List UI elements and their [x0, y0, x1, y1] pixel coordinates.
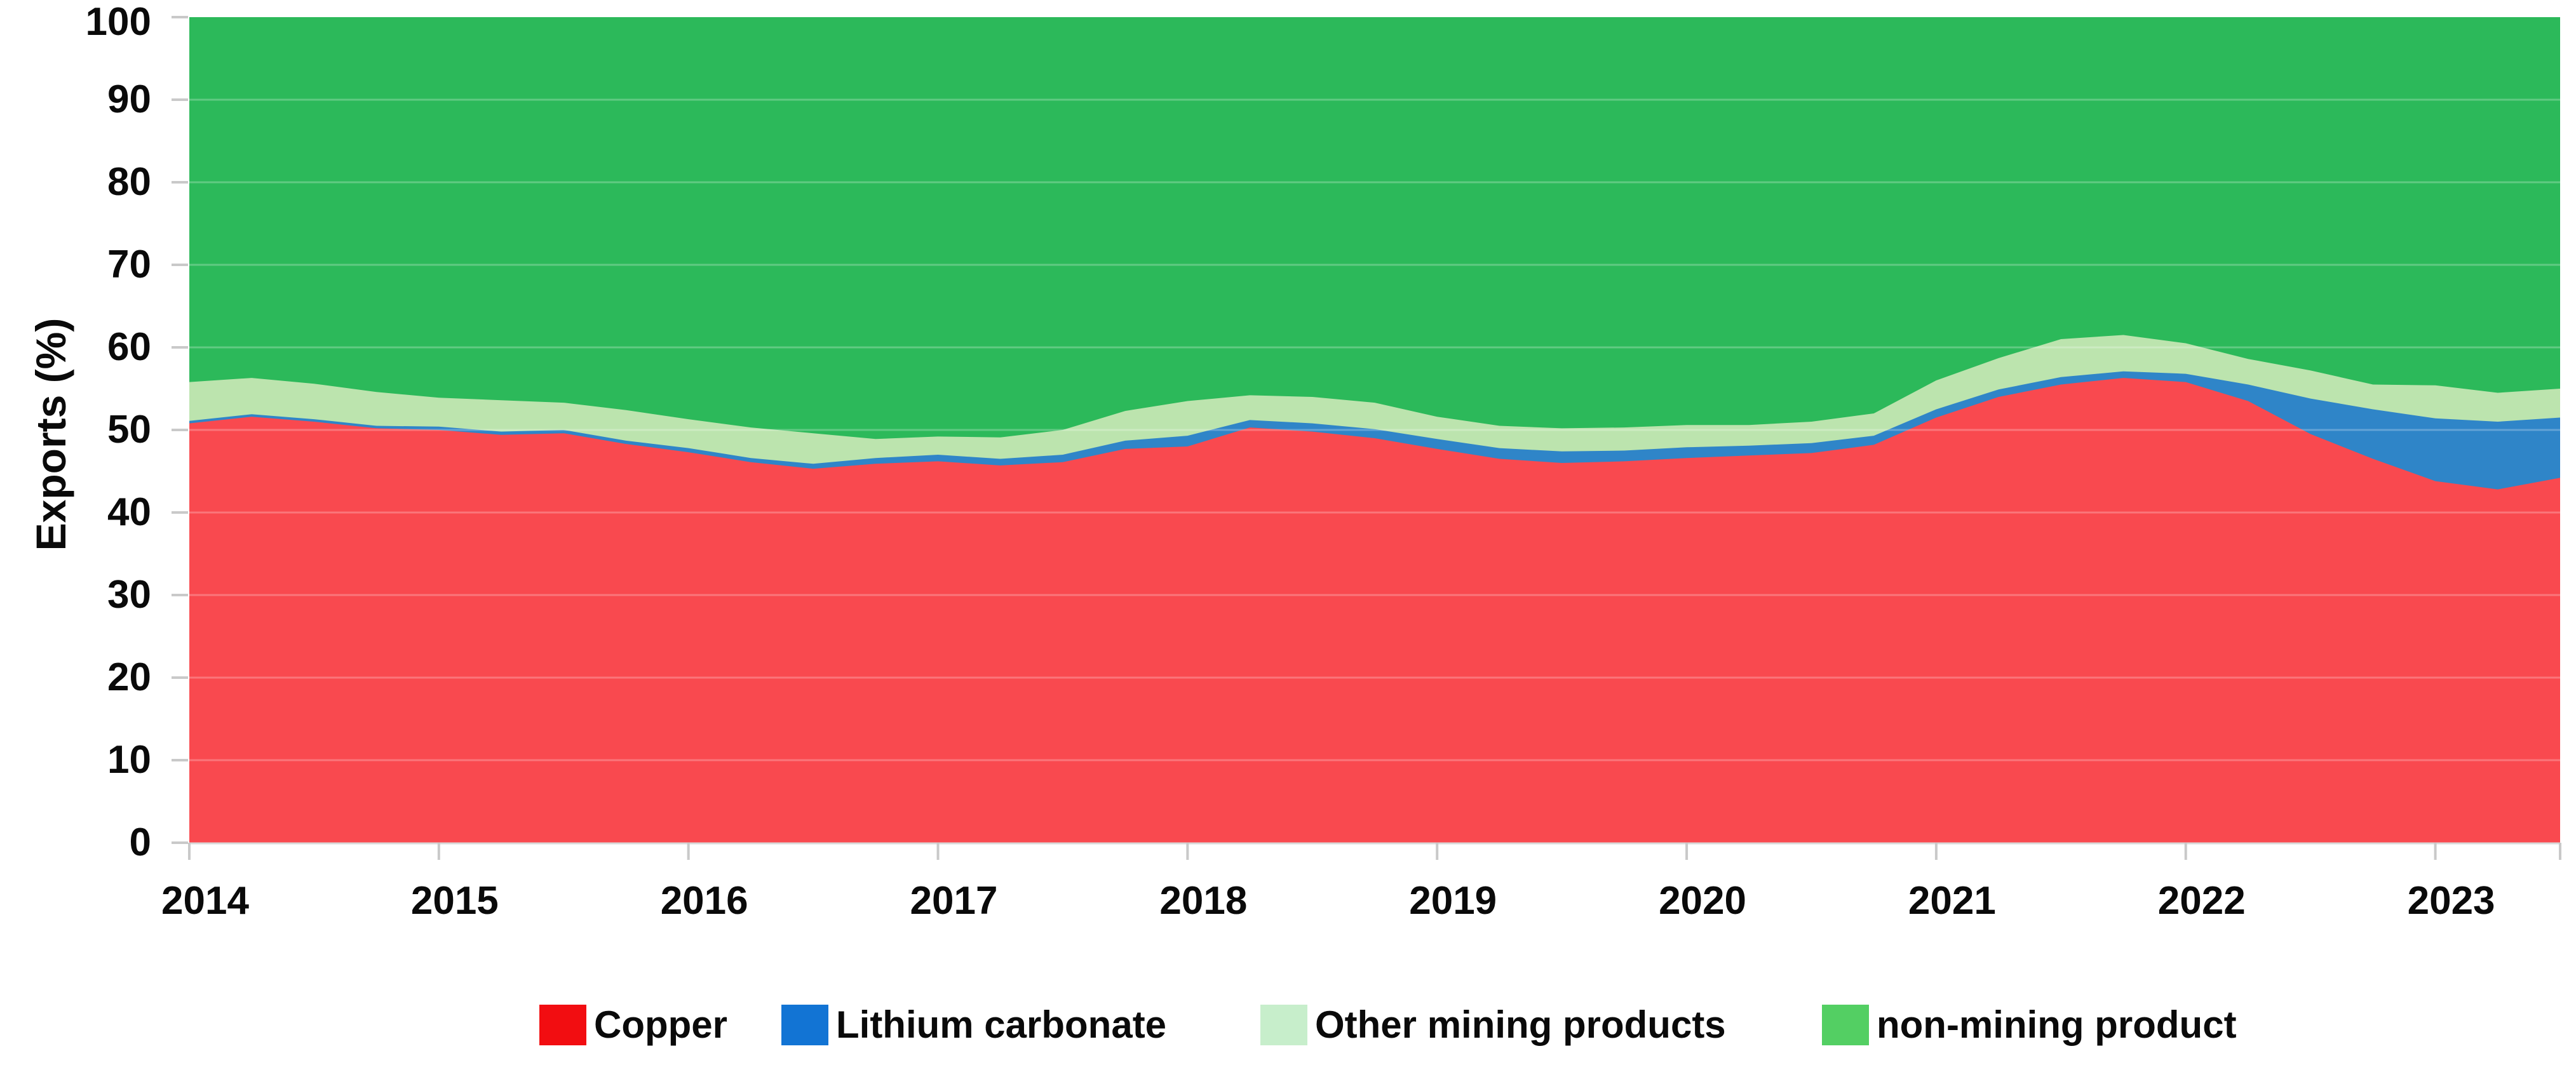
- legend-item-other-mining-products: Other mining products: [1260, 998, 1726, 1052]
- y-tick-label-50: 50: [107, 408, 151, 452]
- legend-swatch-non-mining-product: [1822, 1005, 1869, 1045]
- legend-swatch-lithium-carbonate: [781, 1005, 828, 1045]
- x-tick-label-2018: 2018: [1159, 879, 1248, 923]
- y-tick-label-30: 30: [107, 573, 151, 617]
- legend-swatch-other-mining-products: [1260, 1005, 1307, 1045]
- x-tick-label-2015: 2015: [410, 879, 499, 923]
- y-tick-label-70: 70: [107, 243, 151, 286]
- y-tick-label-20: 20: [107, 655, 151, 699]
- y-tick-label-90: 90: [107, 77, 151, 121]
- x-tick-label-2023: 2023: [2407, 879, 2495, 923]
- chart-legend: Copper Lithium carbonate Other mining prod…: [0, 998, 2576, 1052]
- legend-item-non-mining-product: non-mining product: [1822, 998, 2237, 1052]
- legend-label: Lithium carbonate: [836, 1003, 1167, 1046]
- legend-swatch-copper: [539, 1005, 586, 1045]
- y-tick-label-0: 0: [129, 821, 151, 864]
- y-tick-label-100: 100: [85, 0, 151, 44]
- legend-label: Other mining products: [1315, 1003, 1726, 1046]
- legend-label: Copper: [594, 1003, 727, 1046]
- legend-item-lithium-carbonate: Lithium carbonate: [781, 998, 1166, 1052]
- x-tick-label-2022: 2022: [2157, 879, 2246, 923]
- legend-item-copper: Copper: [539, 998, 727, 1052]
- x-tick-label-2014: 2014: [161, 879, 249, 923]
- x-tick-label-2021: 2021: [1908, 879, 1996, 923]
- x-tick-label-2020: 2020: [1659, 879, 1747, 923]
- x-tick-label-2019: 2019: [1409, 879, 1497, 923]
- x-tick-label-2016: 2016: [660, 879, 748, 923]
- y-tick-label-10: 10: [107, 738, 151, 782]
- y-tick-label-40: 40: [107, 490, 151, 534]
- y-tick-label-80: 80: [107, 160, 151, 204]
- y-tick-label-60: 60: [107, 325, 151, 369]
- legend-label: non-mining product: [1877, 1003, 2237, 1046]
- area-copper: [189, 378, 2560, 843]
- x-tick-label-2017: 2017: [910, 879, 998, 923]
